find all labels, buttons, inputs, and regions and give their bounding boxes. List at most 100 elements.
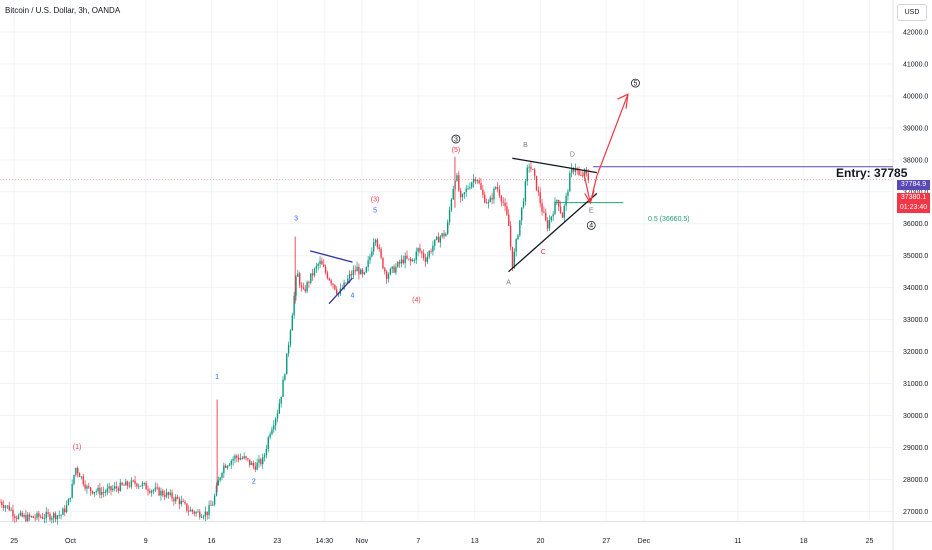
candlestick-series <box>0 156 589 525</box>
y-tick-label: 40000.0 <box>903 93 928 100</box>
y-tick-label: 42000.0 <box>903 29 928 36</box>
candle-body <box>493 188 495 200</box>
time-axis[interactable]: 25 Oct 9 16 23 14:30 Nov 7 13 20 27 Dec 11 18 25 <box>10 538 873 545</box>
candle-body <box>86 486 88 489</box>
candle-body <box>535 175 538 191</box>
price-axis[interactable]: 27000.0 28000.0 29000.0 30000.0 31000.0 32000… <box>903 29 928 515</box>
candle-body <box>208 505 210 516</box>
y-tick-label: 34000.0 <box>903 285 928 292</box>
candle-body <box>563 205 565 218</box>
x-tick-label: 13 <box>471 538 479 545</box>
candle-body <box>77 467 79 474</box>
candle-body <box>239 458 242 460</box>
candle-body <box>343 282 345 289</box>
candle-body <box>91 490 94 494</box>
candle-body <box>17 515 20 519</box>
candle-body <box>54 513 57 520</box>
candle-body <box>65 505 68 513</box>
candle-body <box>554 201 556 215</box>
candle-body <box>324 266 327 273</box>
candle-body <box>570 168 573 174</box>
wave-labels: (1) 1 2 3 4 5 (3) (4) (5) A B C D E 3 4 5 <box>73 78 640 485</box>
candle-body <box>541 203 543 212</box>
candle-body <box>315 265 318 269</box>
candle-body <box>271 429 273 435</box>
currency-button[interactable]: USD <box>897 4 927 21</box>
candle-body <box>165 492 168 497</box>
candle-body <box>326 272 329 279</box>
candle-body <box>12 509 14 517</box>
candle-body <box>106 488 108 493</box>
candle-body <box>378 247 380 249</box>
candle-body <box>345 282 347 284</box>
candle-body <box>495 187 497 189</box>
candle-body <box>97 487 99 492</box>
candle-body <box>358 266 360 275</box>
wave-label: E <box>589 208 594 215</box>
candle-body <box>188 510 190 512</box>
candle-body <box>310 273 312 283</box>
candle-body <box>295 276 297 296</box>
candle-body <box>371 251 373 257</box>
candle-body <box>572 168 575 172</box>
wave-label: 2 <box>252 478 256 485</box>
candle-body <box>513 251 515 268</box>
candle-body <box>519 220 521 236</box>
candle-body <box>548 220 551 229</box>
symbol-title: Bitcoin / U.S. Dollar, 3h, OANDA <box>5 6 121 15</box>
y-tick-label: 31000.0 <box>903 381 928 388</box>
candle-body <box>232 458 234 461</box>
candle-body <box>585 169 588 174</box>
candle-body <box>158 487 160 496</box>
candle-body <box>302 287 305 289</box>
candle-body <box>115 486 118 489</box>
candle-body <box>230 460 232 465</box>
candle-body <box>221 472 223 478</box>
candle-body <box>565 195 567 206</box>
candle-body <box>160 490 162 496</box>
y-tick-label: 41000.0 <box>903 61 928 68</box>
candle-body <box>452 189 454 200</box>
candle-body <box>413 259 416 261</box>
candle-body <box>89 487 92 491</box>
candle-body <box>484 194 486 203</box>
x-tick-label: 11 <box>734 538 741 545</box>
candle-body <box>521 207 523 221</box>
candle-body <box>45 512 47 519</box>
candle-body <box>25 514 27 521</box>
candle-body <box>471 182 473 188</box>
candle-body <box>56 515 59 520</box>
candle-body <box>537 190 540 193</box>
candle-body <box>434 239 436 246</box>
candle-body <box>424 257 427 262</box>
candle-body <box>376 239 379 248</box>
candle-body <box>456 175 458 181</box>
candle-body <box>114 486 116 489</box>
candle-body <box>225 465 227 468</box>
candle-body <box>385 271 388 279</box>
candle-body <box>126 481 129 486</box>
wave-label: C <box>541 249 546 256</box>
candle-body <box>448 210 451 223</box>
candle-body <box>580 175 582 176</box>
candle-body <box>515 239 517 252</box>
x-tick-label: Oct <box>65 538 76 545</box>
candle-body <box>286 353 288 375</box>
candle-body <box>487 202 490 204</box>
candle-body <box>465 188 467 193</box>
candle-body <box>49 513 51 520</box>
candle-body <box>432 245 434 252</box>
candle-body <box>474 179 477 182</box>
circled-wave-label: 5 <box>633 80 637 87</box>
candle-body <box>489 197 491 203</box>
candle-body <box>0 501 1 503</box>
candle-body <box>123 484 125 486</box>
candle-body <box>256 462 258 470</box>
candle-body <box>347 278 349 283</box>
candle-body <box>189 509 192 512</box>
candle-body <box>88 486 90 488</box>
y-tick-label: 27000.0 <box>903 509 928 516</box>
chart-overlays <box>0 166 893 204</box>
wedge-lower-line <box>508 192 598 273</box>
